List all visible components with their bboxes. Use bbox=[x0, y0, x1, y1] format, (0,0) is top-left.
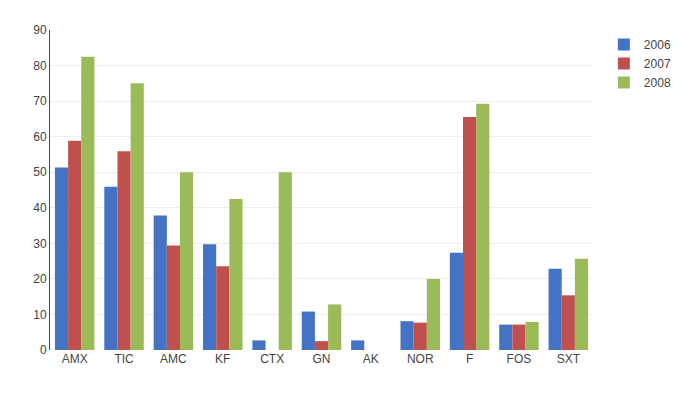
svg-text:2006: 2006 bbox=[644, 38, 671, 52]
svg-text:F: F bbox=[466, 352, 473, 366]
svg-text:AMX: AMX bbox=[62, 352, 88, 366]
svg-text:20: 20 bbox=[33, 272, 47, 286]
svg-text:2007: 2007 bbox=[644, 57, 671, 71]
svg-text:FOS: FOS bbox=[507, 352, 532, 366]
svg-text:50: 50 bbox=[33, 165, 47, 179]
svg-text:CTX: CTX bbox=[260, 352, 284, 366]
svg-text:AK: AK bbox=[363, 352, 379, 366]
svg-text:0: 0 bbox=[40, 343, 47, 357]
svg-text:90: 90 bbox=[33, 23, 47, 37]
svg-text:NOR: NOR bbox=[407, 352, 434, 366]
svg-text:80: 80 bbox=[33, 59, 47, 73]
svg-text:GN: GN bbox=[313, 352, 331, 366]
svg-text:AMC: AMC bbox=[160, 352, 187, 366]
svg-text:2008: 2008 bbox=[644, 76, 671, 90]
svg-text:SXT: SXT bbox=[557, 352, 581, 366]
svg-text:10: 10 bbox=[33, 308, 47, 322]
svg-text:70: 70 bbox=[33, 94, 47, 108]
svg-text:TIC: TIC bbox=[114, 352, 134, 366]
svg-text:KF: KF bbox=[215, 352, 230, 366]
svg-text:40: 40 bbox=[33, 201, 47, 215]
svg-text:60: 60 bbox=[33, 130, 47, 144]
svg-text:30: 30 bbox=[33, 237, 47, 251]
